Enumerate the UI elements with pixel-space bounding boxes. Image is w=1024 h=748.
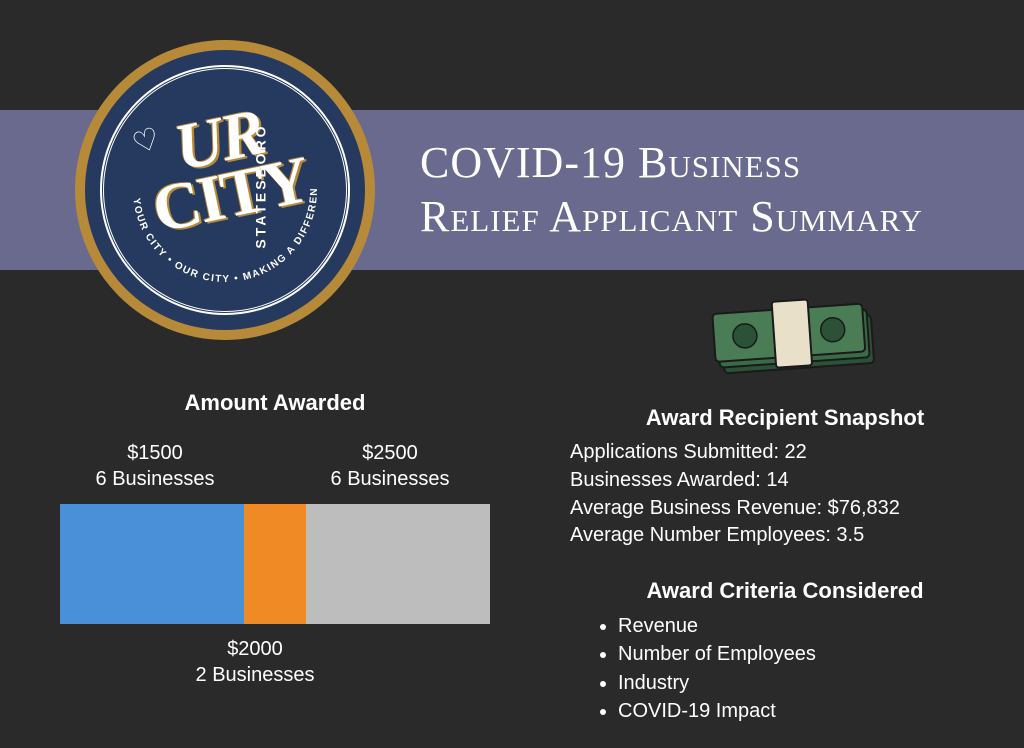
- chart-title: Amount Awarded: [60, 390, 490, 416]
- chart-label-2500: $2500 6 Businesses: [290, 440, 490, 492]
- criteria-item: Number of Employees: [618, 640, 1000, 668]
- title-line-2: Relief Applicant Summary: [420, 192, 923, 241]
- page-title: COVID-19 Business Relief Applicant Summa…: [420, 136, 923, 243]
- snapshot-row: Businesses Awarded: 14: [570, 467, 1000, 495]
- criteria-title: Award Criteria Considered: [570, 576, 1000, 606]
- chart-amount-2: $2000: [227, 638, 283, 660]
- chart-count-3: 6 Businesses: [331, 468, 450, 490]
- chart-segment-2000: [244, 504, 305, 624]
- snapshot-row: Applications Submitted: 22: [570, 439, 1000, 467]
- snapshot-row: Average Business Revenue: $76,832: [570, 495, 1000, 523]
- chart-label-2000: $2000 2 Businesses: [40, 636, 470, 688]
- criteria-list: RevenueNumber of EmployeesIndustryCOVID-…: [570, 612, 1000, 726]
- snapshot-row: Average Number Employees: 3.5: [570, 522, 1000, 550]
- logo-inner-circle: ♡ URCITY STATESBORO YOUR CITY • OUR CITY…: [85, 50, 365, 330]
- svg-text:YOUR CITY • OUR CITY • MAKING: YOUR CITY • OUR CITY • MAKING A DIFFEREN…: [85, 50, 320, 285]
- criteria-item: Industry: [618, 669, 1000, 697]
- title-line-1: COVID-19 Business: [420, 138, 801, 187]
- chart-count-2: 2 Businesses: [196, 664, 315, 686]
- money-stack-icon: [700, 290, 900, 380]
- criteria-item: Revenue: [618, 612, 1000, 640]
- city-logo: ♡ URCITY STATESBORO YOUR CITY • OUR CITY…: [75, 40, 375, 340]
- snapshot-title: Award Recipient Snapshot: [570, 403, 1000, 433]
- chart-count-1: 6 Businesses: [96, 468, 215, 490]
- chart-amount-3: $2500: [362, 442, 418, 464]
- snapshot-section: Award Recipient Snapshot Applications Su…: [570, 403, 1000, 726]
- criteria-item: COVID-19 Impact: [618, 697, 1000, 725]
- logo-arc-text: YOUR CITY • OUR CITY • MAKING A DIFFEREN…: [85, 50, 365, 330]
- chart-segment-1500: [60, 504, 244, 624]
- criteria-section: Award Criteria Considered RevenueNumber …: [570, 576, 1000, 726]
- chart-amount-1: $1500: [127, 442, 183, 464]
- snapshot-rows: Applications Submitted: 22Businesses Awa…: [570, 439, 1000, 549]
- chart-segment-2500: [306, 504, 490, 624]
- chart-bar: [60, 504, 490, 624]
- chart-label-1500: $1500 6 Businesses: [60, 440, 250, 492]
- amount-awarded-chart: Amount Awarded $1500 6 Businesses $2500 …: [60, 390, 490, 688]
- logo-outer-ring: ♡ URCITY STATESBORO YOUR CITY • OUR CITY…: [75, 40, 375, 340]
- chart-top-labels: $1500 6 Businesses $2500 6 Businesses: [60, 440, 490, 492]
